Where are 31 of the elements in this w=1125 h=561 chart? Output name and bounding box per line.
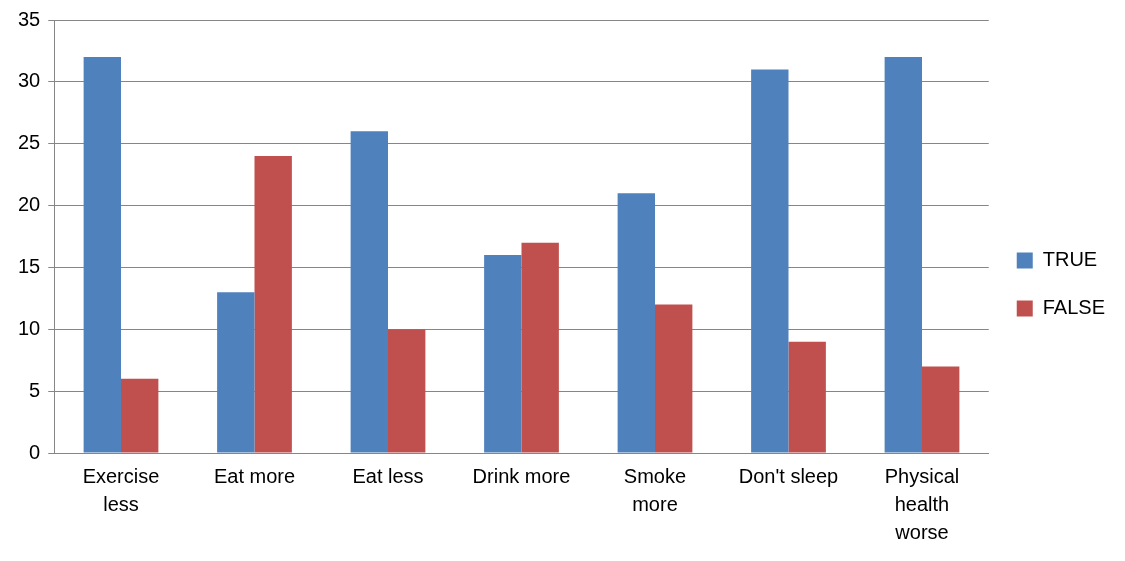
x-tick-label: Eat less (352, 464, 424, 487)
bar (884, 57, 922, 453)
bar (217, 292, 255, 453)
y-tick-label: 20 (18, 193, 41, 216)
bar (788, 341, 826, 453)
bar (254, 156, 292, 453)
bar (388, 329, 426, 453)
bar (83, 57, 121, 453)
bar (350, 131, 388, 453)
x-tick-label: Drink more (472, 464, 571, 487)
x-tick-label: Physical health worse (884, 464, 960, 543)
y-tick-label: 25 (18, 131, 41, 154)
y-tick-label: 5 (29, 378, 41, 401)
x-tick-label: Exercise less (82, 464, 160, 515)
bar (121, 378, 159, 453)
bar (751, 69, 789, 453)
y-tick-label: 0 (29, 440, 41, 463)
bar (521, 242, 559, 453)
bar (655, 304, 693, 453)
bar (921, 366, 960, 453)
legend-label: FALSE (1042, 296, 1106, 319)
y-tick-label: 35 (18, 7, 41, 30)
x-tick-label: Smoke more (623, 464, 687, 515)
x-tick-label: Don't sleep (738, 464, 839, 487)
bar (484, 255, 522, 453)
x-tick-label: Eat more (213, 464, 296, 487)
legend-label: TRUE (1042, 248, 1098, 271)
y-tick-label: 10 (18, 316, 41, 339)
y-tick-label: 15 (18, 254, 41, 277)
bar (617, 193, 655, 453)
y-tick-label: 30 (18, 69, 41, 92)
